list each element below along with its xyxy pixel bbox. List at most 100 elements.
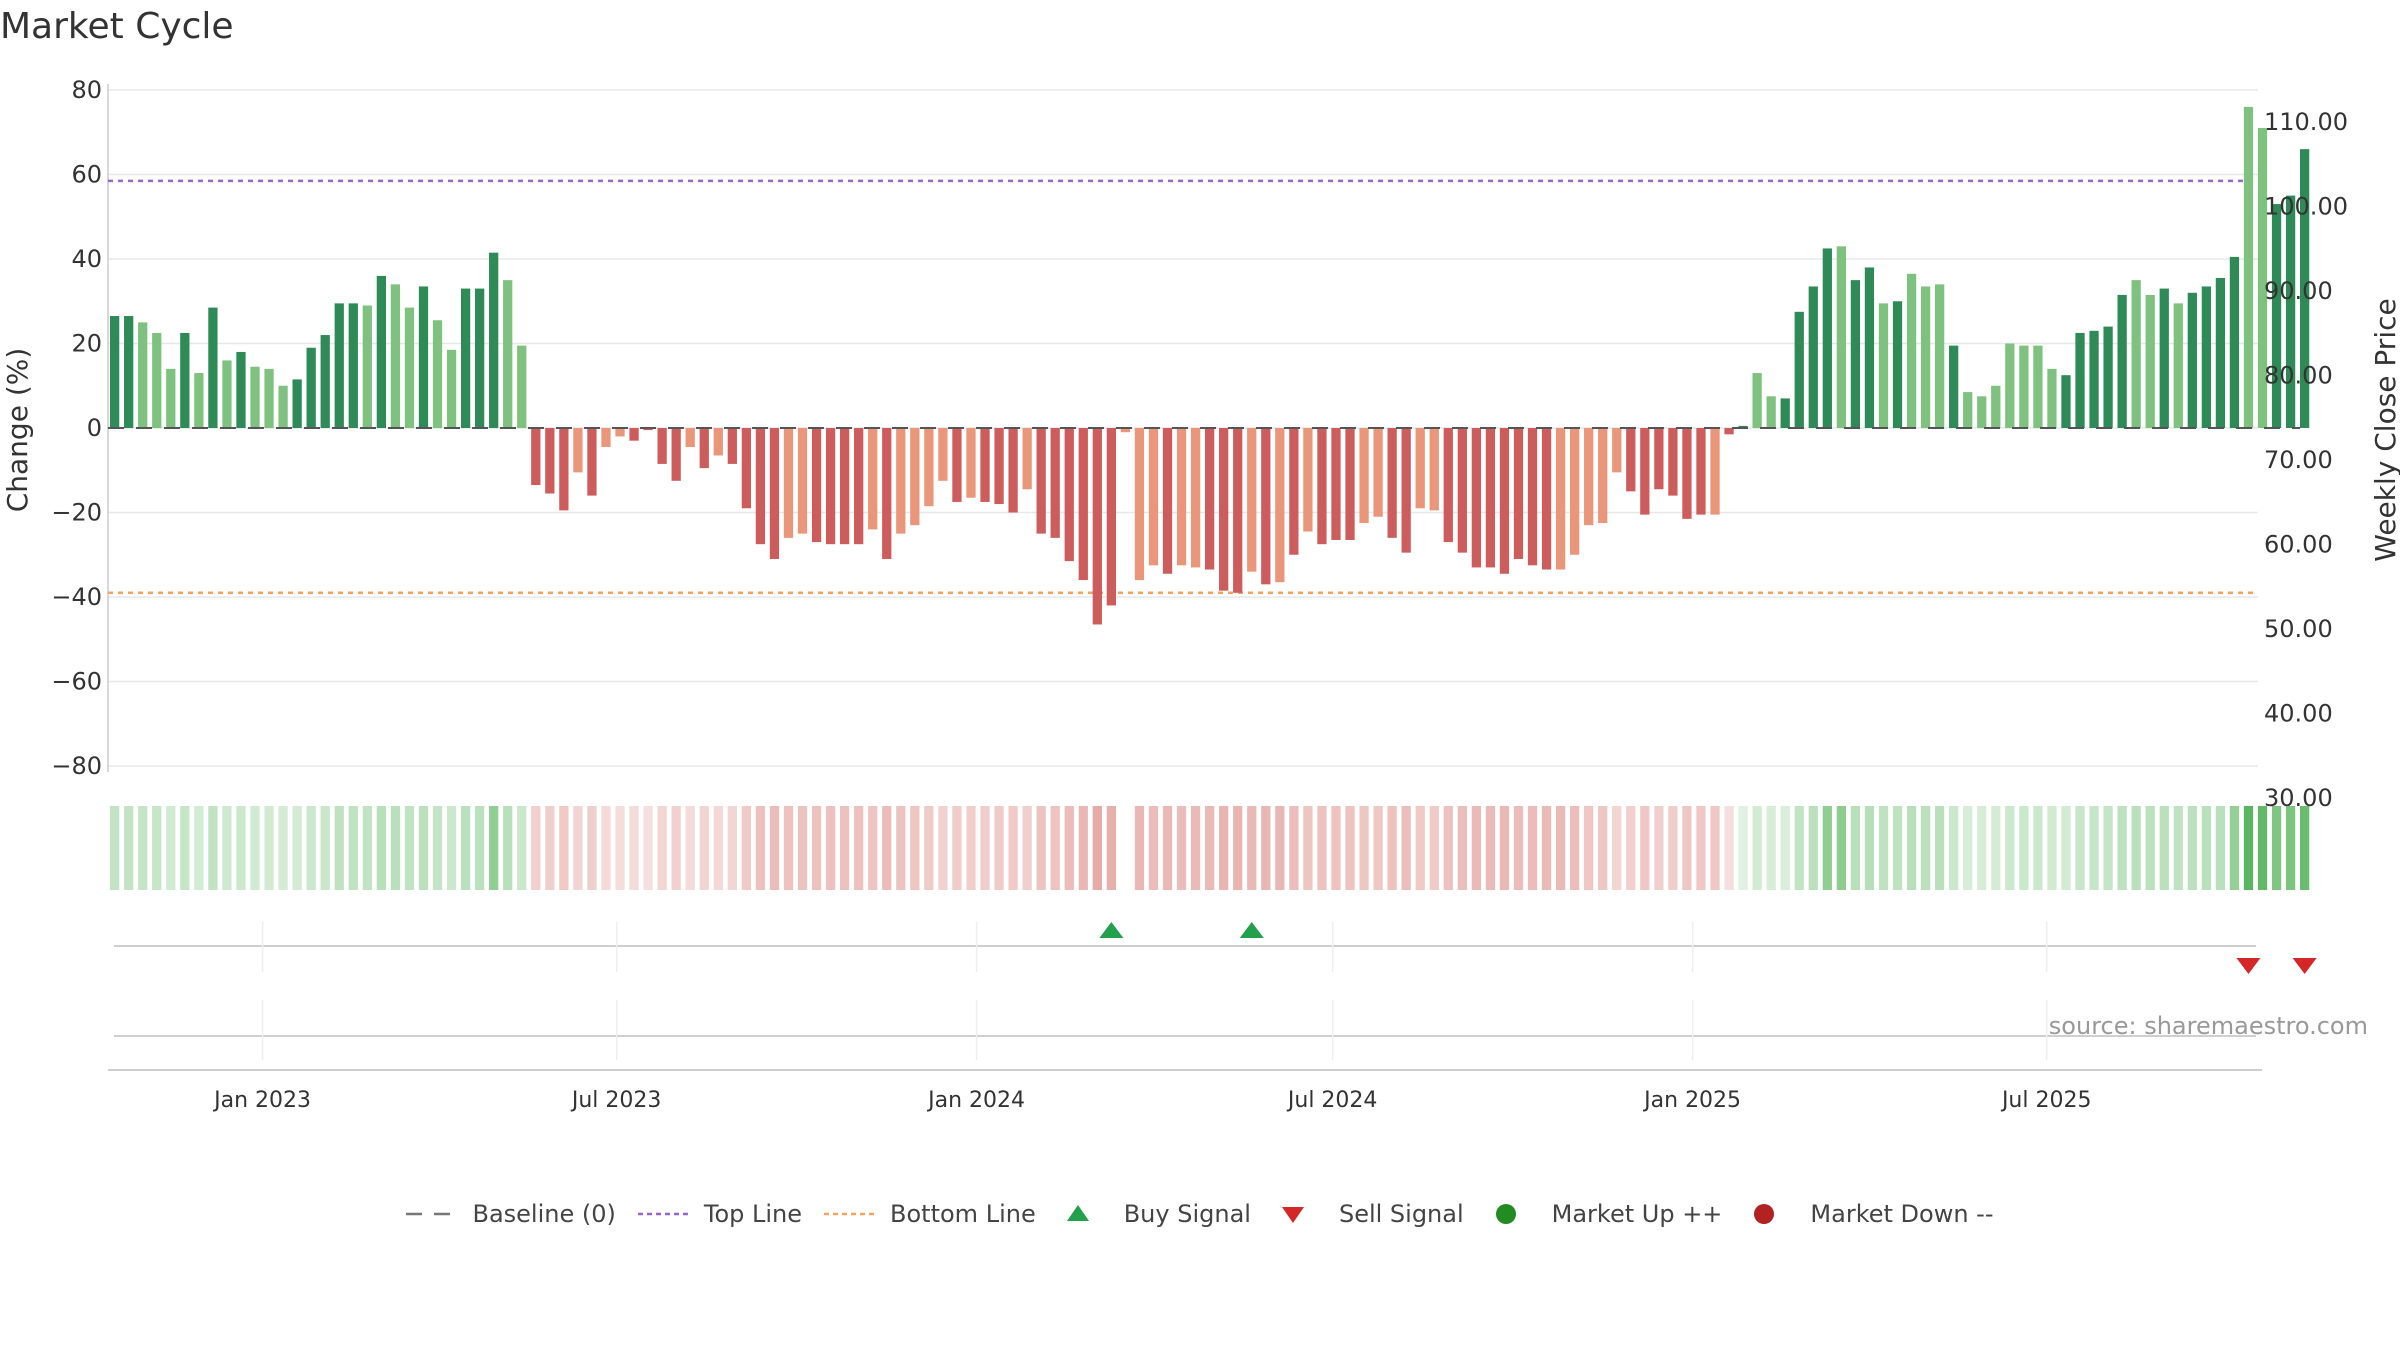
strip-cell bbox=[124, 806, 134, 890]
y2-tick-label: 70.00 bbox=[2264, 446, 2333, 474]
bar bbox=[629, 428, 639, 441]
bar bbox=[783, 428, 794, 538]
bar bbox=[1078, 428, 1088, 581]
bar bbox=[376, 275, 386, 428]
legend-market-up[interactable]: Market Up ++ bbox=[1486, 1200, 1722, 1228]
strip-cell bbox=[1022, 806, 1032, 890]
bar bbox=[1359, 428, 1369, 524]
strip-cell bbox=[1120, 806, 1131, 890]
bar bbox=[152, 332, 162, 428]
legend-top-line[interactable]: Top Line bbox=[637, 1200, 802, 1228]
strip-cell bbox=[1429, 806, 1439, 890]
bar bbox=[1022, 428, 1032, 490]
strip-cell bbox=[1584, 806, 1594, 890]
strip-cell bbox=[657, 806, 667, 890]
bar bbox=[2033, 345, 2043, 428]
strip-cell bbox=[1654, 806, 1664, 890]
bar bbox=[1752, 373, 1762, 428]
bar bbox=[1626, 428, 1636, 492]
strip-cell bbox=[1219, 806, 1229, 890]
bar bbox=[727, 428, 737, 464]
strip-cell bbox=[1050, 806, 1060, 890]
x-tick-label: Jul 2023 bbox=[570, 1088, 662, 1113]
strip-cell bbox=[854, 806, 864, 890]
strip-cell bbox=[924, 806, 934, 890]
bar bbox=[1443, 428, 1453, 543]
strip-cell bbox=[938, 806, 948, 890]
buy-signal-marker bbox=[1239, 922, 1264, 938]
strip-cell bbox=[376, 806, 386, 890]
bar bbox=[1401, 428, 1411, 553]
bar bbox=[1247, 428, 1257, 572]
strip-cell bbox=[671, 806, 681, 890]
strip-cell bbox=[236, 806, 246, 890]
bar bbox=[1205, 428, 1215, 570]
strip-cell bbox=[432, 806, 443, 890]
strip-cell bbox=[713, 806, 723, 890]
strip-cell bbox=[2075, 806, 2085, 890]
strip-cell bbox=[1401, 806, 1411, 890]
strip-cell bbox=[1331, 806, 1341, 890]
strip-cell bbox=[194, 806, 204, 890]
strip-cell bbox=[1935, 806, 1945, 890]
bar bbox=[1513, 428, 1524, 559]
strip-cell bbox=[1780, 806, 1790, 890]
bar bbox=[1120, 428, 1131, 433]
strip-cell bbox=[1485, 806, 1496, 890]
strip-cell bbox=[278, 806, 288, 890]
strip-cell bbox=[1850, 806, 1861, 890]
legend-buy-signal-label: Buy Signal bbox=[1123, 1200, 1251, 1228]
strip-cell bbox=[2061, 806, 2071, 890]
strip-cell bbox=[1626, 806, 1636, 890]
strip-cell bbox=[1864, 806, 1875, 890]
bar bbox=[2089, 330, 2099, 428]
bar bbox=[1457, 428, 1467, 553]
bar bbox=[1289, 428, 1299, 555]
bar bbox=[797, 428, 808, 534]
strip-cell bbox=[531, 806, 541, 890]
strip-cell bbox=[404, 806, 415, 890]
bar bbox=[2300, 149, 2310, 428]
bar bbox=[1317, 428, 1327, 545]
legend-baseline[interactable]: Baseline (0) bbox=[406, 1200, 616, 1228]
strip-cell bbox=[2187, 806, 2197, 890]
bar bbox=[250, 366, 260, 428]
strip-cell bbox=[1963, 806, 1973, 890]
legend-buy-signal[interactable]: Buy Signal bbox=[1058, 1200, 1251, 1228]
bar bbox=[854, 428, 864, 545]
strip-cell bbox=[250, 806, 260, 890]
top-line-swatch bbox=[637, 1212, 692, 1216]
bar bbox=[2243, 106, 2254, 429]
bar bbox=[1527, 428, 1538, 566]
strip-cell bbox=[1977, 806, 1987, 890]
bar bbox=[1092, 428, 1102, 625]
bar bbox=[2019, 345, 2029, 428]
bar bbox=[1555, 428, 1566, 570]
bar bbox=[615, 428, 625, 437]
bar bbox=[545, 428, 555, 494]
strip-cell bbox=[1317, 806, 1327, 890]
y-tick-label: −40 bbox=[51, 583, 102, 611]
bar bbox=[1864, 267, 1875, 428]
legend-sell-signal[interactable]: Sell Signal bbox=[1273, 1200, 1464, 1228]
strip-cell bbox=[1682, 806, 1692, 890]
bar bbox=[1331, 428, 1341, 540]
strip-cell bbox=[727, 806, 737, 890]
strip-cell bbox=[1794, 806, 1804, 890]
strip-cell bbox=[292, 806, 302, 890]
y2-tick-label: 100.00 bbox=[2264, 193, 2348, 221]
bar bbox=[601, 428, 611, 448]
strip-cell bbox=[615, 806, 625, 890]
strip-cell bbox=[2159, 806, 2169, 890]
strip-cell bbox=[1134, 806, 1145, 890]
strip-cell bbox=[362, 806, 372, 890]
strip-cell bbox=[2145, 806, 2155, 890]
bar bbox=[1373, 428, 1383, 517]
legend-bottom-line[interactable]: Bottom Line bbox=[824, 1200, 1036, 1228]
legend-market-down[interactable]: Market Down -- bbox=[1744, 1200, 1994, 1228]
bar bbox=[334, 303, 344, 428]
bar bbox=[2257, 128, 2268, 428]
bar bbox=[489, 252, 499, 428]
strip-cell bbox=[1078, 806, 1088, 890]
bar bbox=[1275, 428, 1285, 583]
